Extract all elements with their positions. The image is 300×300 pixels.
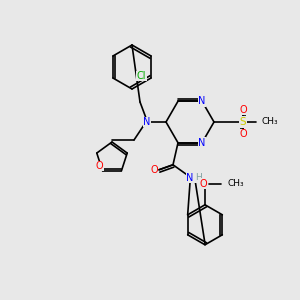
Text: O: O: [96, 161, 103, 171]
Text: CH₃: CH₃: [228, 179, 244, 188]
Text: N: N: [198, 138, 206, 148]
Text: O: O: [150, 165, 158, 175]
Text: O: O: [239, 129, 247, 139]
Text: N: N: [143, 117, 151, 127]
Text: S: S: [240, 117, 246, 127]
Text: O: O: [239, 105, 247, 115]
Text: H: H: [195, 173, 201, 182]
Text: O: O: [199, 179, 207, 189]
Text: N: N: [186, 173, 194, 183]
Text: Cl: Cl: [136, 71, 146, 81]
Text: N: N: [198, 96, 206, 106]
Text: CH₃: CH₃: [262, 118, 279, 127]
